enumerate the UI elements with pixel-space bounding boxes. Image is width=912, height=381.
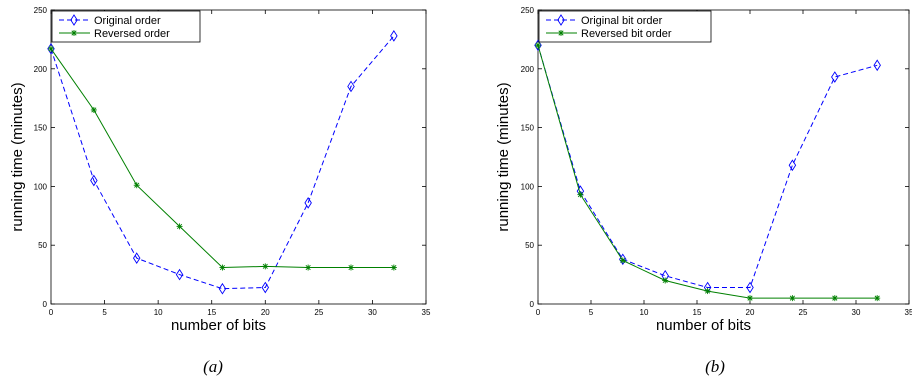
panel-caption: (a) — [203, 357, 223, 376]
data-point-diamond — [557, 14, 565, 26]
series-line — [537, 45, 878, 299]
data-point-diamond — [390, 30, 398, 42]
data-point-asterisk — [48, 45, 54, 52]
x-tick-label: 20 — [746, 308, 755, 317]
data-point-asterisk — [874, 295, 881, 302]
data-point-diamond — [304, 197, 312, 209]
data-point-asterisk — [619, 257, 626, 264]
data-point-diamond — [831, 71, 839, 83]
x-tick-label: 10 — [640, 308, 649, 317]
data-point-asterisk — [390, 264, 397, 271]
series-line — [50, 48, 394, 269]
data-point-diamond — [132, 252, 141, 264]
data-point-asterisk — [348, 264, 354, 271]
data-point-diamond — [347, 80, 355, 93]
data-point-asterisk — [558, 30, 564, 36]
y-tick-label: 200 — [521, 65, 535, 74]
data-point-asterisk — [577, 191, 584, 198]
y-tick-label: 200 — [34, 65, 48, 74]
data-point-diamond — [70, 14, 78, 26]
data-point-asterisk — [305, 264, 312, 271]
x-tick-label: 15 — [693, 308, 702, 317]
data-point-asterisk — [90, 106, 97, 113]
data-point-asterisk — [535, 42, 541, 49]
data-point-asterisk — [704, 288, 711, 295]
y-tick-label: 100 — [521, 182, 535, 191]
series-line — [537, 45, 878, 288]
y-tick-label: 150 — [34, 124, 48, 133]
series-original — [534, 39, 881, 294]
x-axis-label: number of bits — [171, 317, 266, 334]
data-point-asterisk — [176, 223, 183, 230]
data-point-asterisk — [662, 277, 669, 284]
data-point-diamond — [218, 282, 227, 295]
data-point-diamond — [261, 281, 270, 294]
legend-label: Original order — [94, 15, 161, 27]
data-point-diamond — [175, 268, 184, 281]
series-reversed — [48, 45, 397, 271]
legend-box — [538, 10, 712, 43]
legend-box — [51, 10, 201, 43]
data-point-asterisk — [133, 182, 140, 189]
x-tick-label: 25 — [799, 308, 808, 317]
plot-frame — [537, 9, 910, 305]
series-reversed — [535, 42, 881, 302]
y-tick-label: 0 — [530, 300, 535, 309]
data-point-asterisk — [747, 295, 753, 302]
x-tick-label: 30 — [368, 308, 377, 317]
y-tick-label: 0 — [43, 300, 48, 309]
data-point-diamond — [90, 174, 98, 187]
x-tick-label: 35 — [422, 308, 431, 317]
y-tick-label: 150 — [521, 124, 535, 133]
y-axis-label: running time (minutes) — [9, 82, 26, 231]
panel-caption: (b) — [705, 357, 725, 376]
chart-panel-b: 0 5 10 15 20 25 30 35 0 50 100 150 200 250 number of b… — [495, 6, 912, 376]
series-original — [47, 30, 398, 295]
legend-label: Original bit order — [581, 15, 663, 27]
series-line — [50, 35, 395, 290]
data-point-asterisk — [831, 295, 838, 302]
x-tick-label: 0 — [49, 308, 54, 317]
x-tick-label: 10 — [154, 308, 163, 317]
x-tick-label: 15 — [207, 308, 216, 317]
data-point-asterisk — [789, 295, 796, 302]
plot-frame — [50, 9, 427, 305]
legend-label: Reversed bit order — [581, 28, 672, 40]
y-tick-label: 50 — [38, 241, 47, 250]
x-axis-label: number of bits — [656, 317, 751, 334]
x-tick-label: 35 — [905, 308, 912, 317]
x-tick-label: 20 — [261, 308, 270, 317]
data-point-diamond — [788, 159, 797, 172]
x-tick-label: 5 — [589, 308, 594, 317]
data-point-diamond — [746, 281, 754, 294]
legend-label: Reversed order — [94, 28, 170, 40]
chart-panel-a: 0 5 10 15 20 25 30 35 0 50 100 150 200 250 number of b… — [9, 6, 431, 376]
data-point-diamond — [873, 59, 881, 72]
y-tick-label: 50 — [525, 241, 534, 250]
data-point-asterisk — [219, 264, 226, 271]
x-tick-label: 5 — [102, 308, 107, 317]
x-tick-label: 0 — [536, 308, 541, 317]
y-tick-label: 250 — [521, 6, 535, 15]
data-point-asterisk — [262, 263, 269, 270]
y-axis-label: running time (minutes) — [495, 82, 512, 231]
y-tick-label: 250 — [34, 6, 48, 15]
x-tick-label: 25 — [314, 308, 323, 317]
x-tick-label: 30 — [852, 308, 861, 317]
y-tick-label: 100 — [34, 182, 48, 191]
data-point-asterisk — [71, 30, 77, 36]
